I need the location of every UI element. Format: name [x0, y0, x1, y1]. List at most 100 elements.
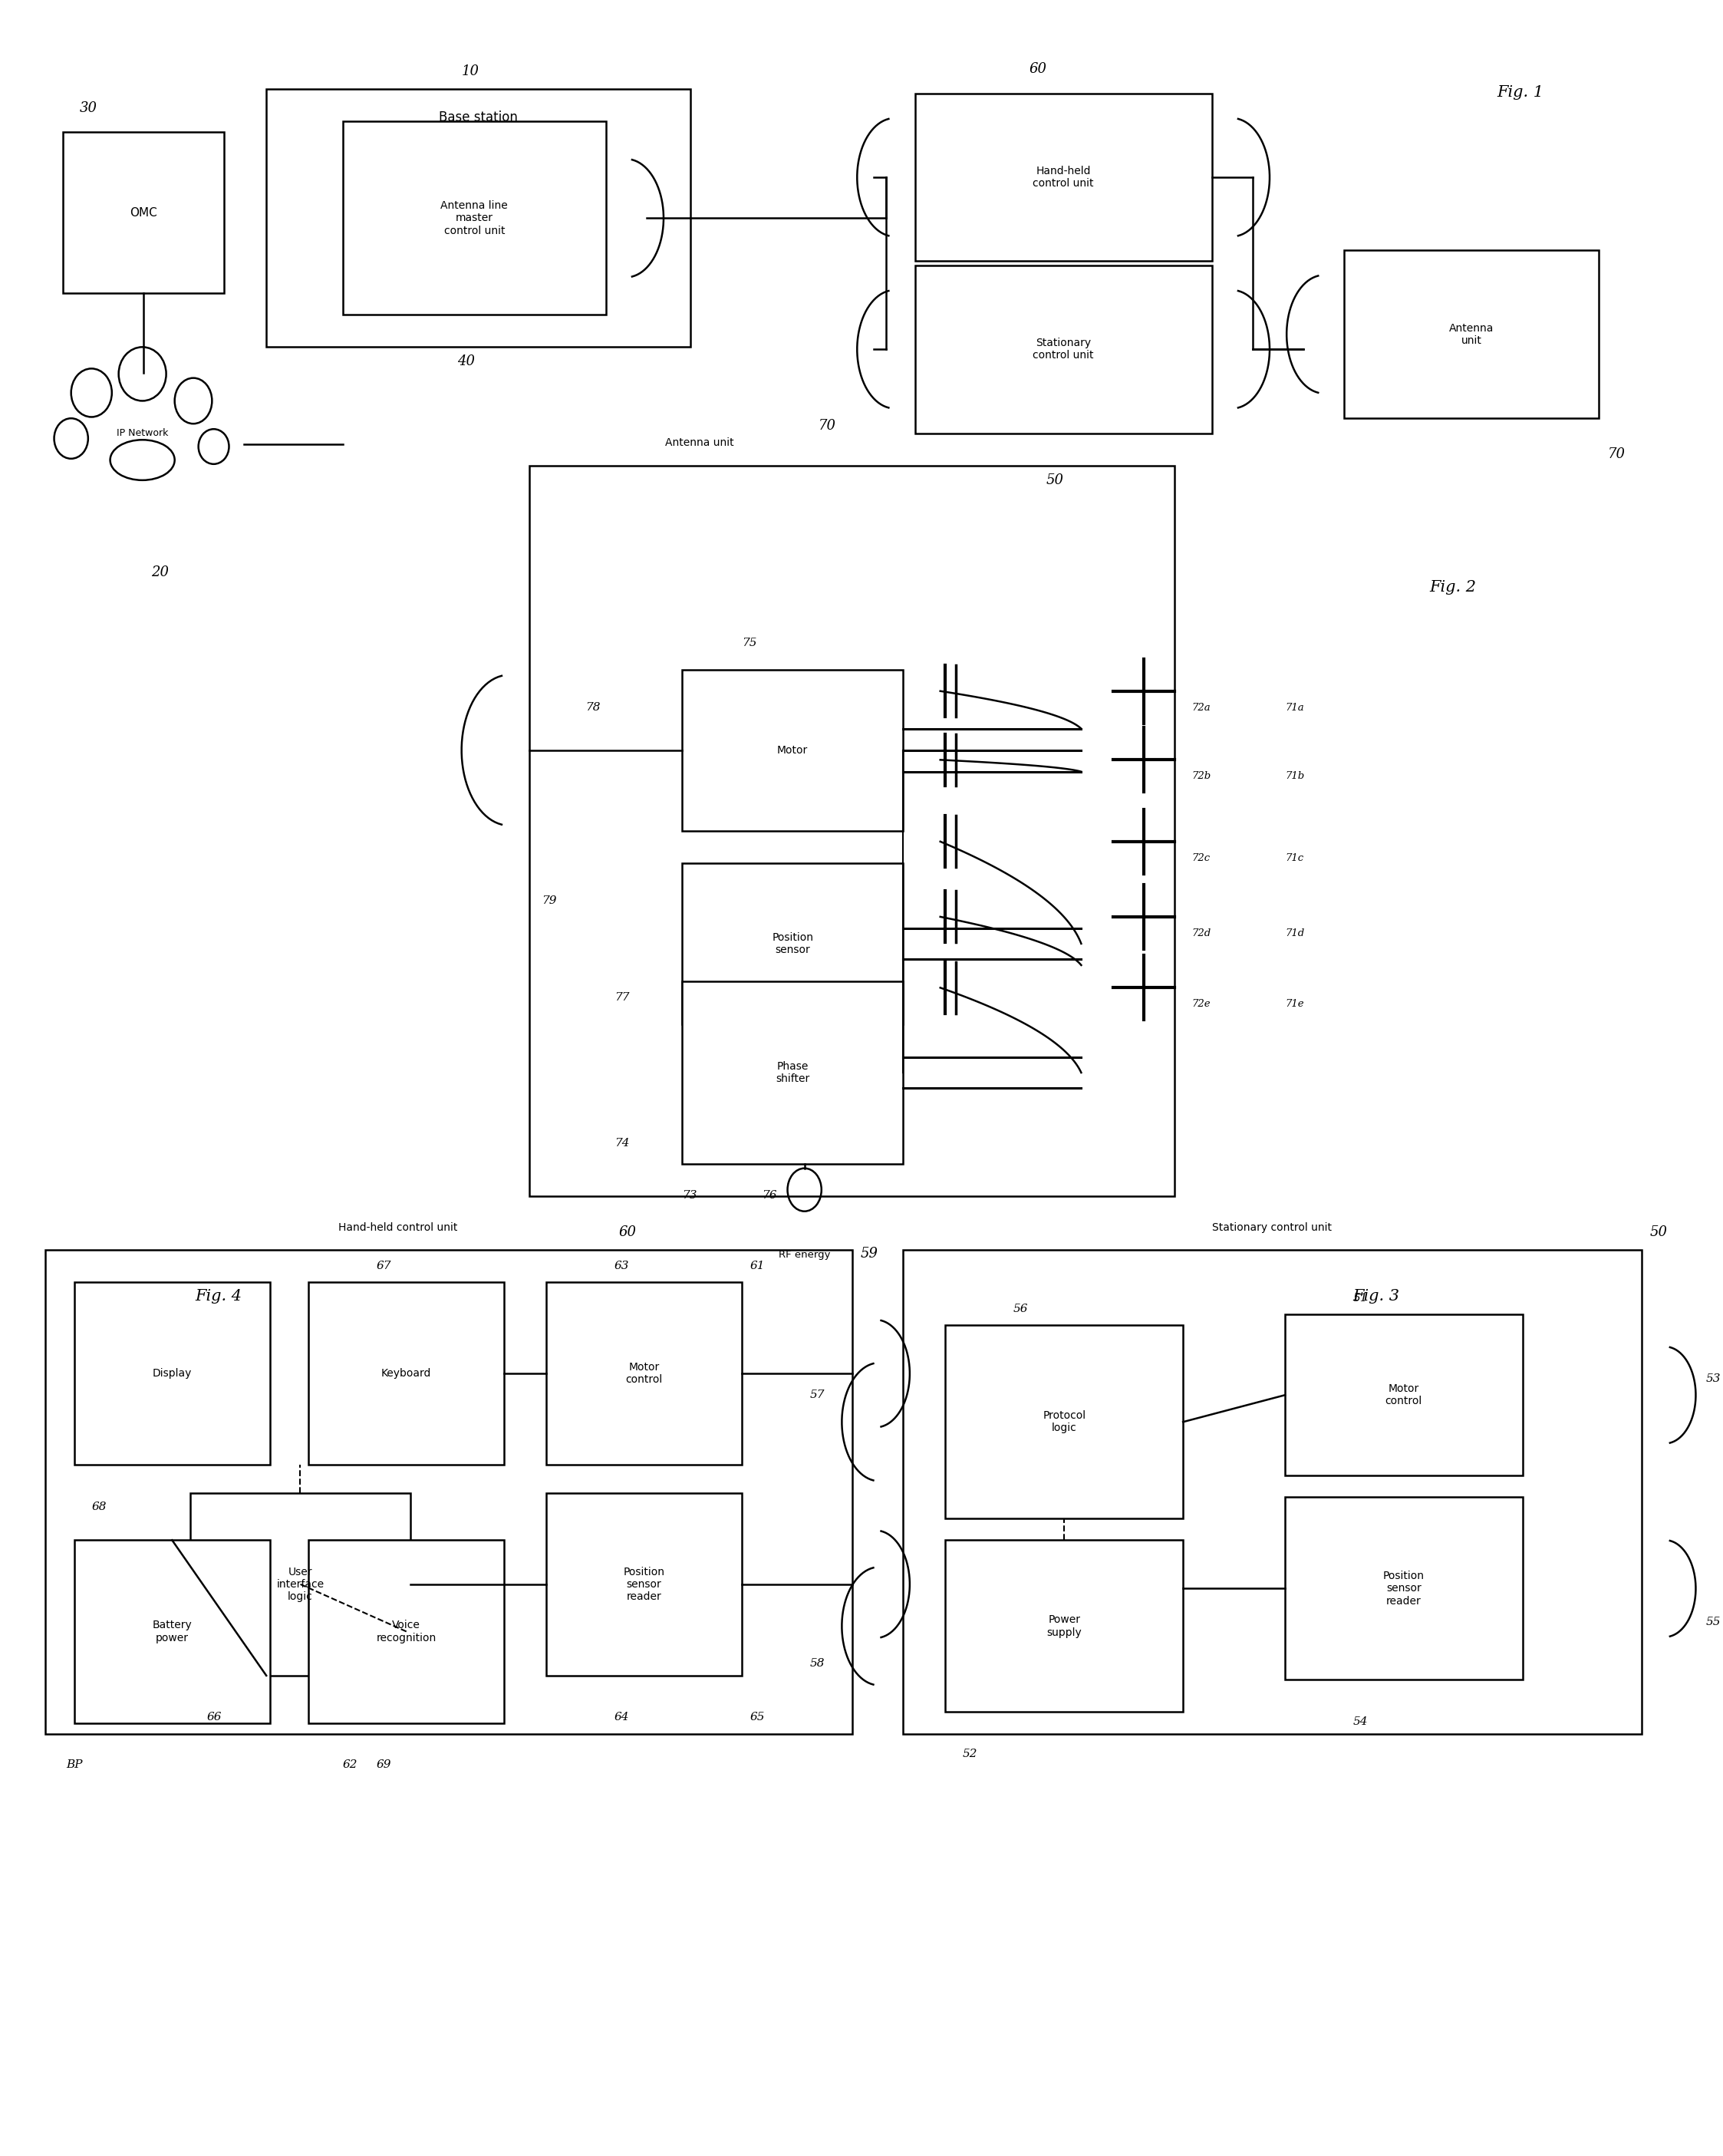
Text: 69: 69: [377, 1759, 391, 1770]
Text: Antenna unit: Antenna unit: [665, 438, 734, 448]
Text: 59: 59: [860, 1246, 879, 1261]
Text: Position
sensor
reader: Position sensor reader: [1384, 1572, 1425, 1606]
Text: 71c: 71c: [1285, 854, 1303, 862]
Text: Protocol
logic: Protocol logic: [1042, 1410, 1085, 1434]
Text: 78: 78: [586, 703, 600, 714]
Text: 72a: 72a: [1192, 703, 1211, 714]
Bar: [546, 1492, 741, 1675]
Ellipse shape: [174, 377, 212, 425]
Text: 67: 67: [377, 1261, 391, 1272]
Bar: [308, 1539, 505, 1723]
Text: Antenna line
master
control unit: Antenna line master control unit: [441, 201, 508, 235]
Text: Phase
shifter: Phase shifter: [775, 1061, 810, 1084]
Text: 60: 60: [1029, 63, 1048, 75]
Bar: [74, 1283, 271, 1464]
Bar: [1344, 250, 1599, 418]
Text: Fig. 2: Fig. 2: [1428, 580, 1477, 595]
Ellipse shape: [53, 418, 88, 459]
Text: Position
sensor
reader: Position sensor reader: [624, 1567, 665, 1602]
Text: 50: 50: [1046, 472, 1065, 487]
Text: Battery
power: Battery power: [152, 1619, 191, 1643]
Ellipse shape: [119, 347, 165, 401]
Text: 72e: 72e: [1192, 998, 1211, 1009]
Text: 40: 40: [457, 356, 476, 369]
Text: 71a: 71a: [1285, 703, 1304, 714]
Text: 63: 63: [615, 1261, 629, 1272]
Bar: [682, 671, 903, 830]
Bar: [529, 466, 1175, 1197]
Text: 30: 30: [79, 101, 96, 114]
Bar: [1285, 1315, 1523, 1475]
Bar: [74, 1539, 271, 1723]
Bar: [915, 265, 1211, 433]
Text: 53: 53: [1706, 1373, 1721, 1384]
Bar: [190, 1492, 410, 1675]
Text: Hand-held control unit: Hand-held control unit: [338, 1222, 458, 1233]
Ellipse shape: [71, 369, 112, 416]
Text: 66: 66: [207, 1712, 222, 1723]
Text: 72b: 72b: [1192, 772, 1211, 780]
Text: 73: 73: [682, 1190, 698, 1201]
Text: 71b: 71b: [1285, 772, 1304, 780]
Text: BP: BP: [65, 1759, 83, 1770]
Text: Power
supply: Power supply: [1046, 1615, 1082, 1639]
Text: 70: 70: [818, 418, 836, 433]
Text: 20: 20: [152, 565, 169, 580]
Bar: [915, 93, 1211, 261]
Text: 74: 74: [615, 1138, 629, 1149]
Text: 71d: 71d: [1285, 929, 1304, 938]
Text: 68: 68: [91, 1501, 107, 1511]
Text: 70: 70: [1608, 446, 1625, 461]
Bar: [308, 1283, 505, 1464]
Bar: [946, 1539, 1184, 1712]
Bar: [1285, 1496, 1523, 1680]
Text: 51: 51: [1353, 1294, 1368, 1304]
Text: 60: 60: [619, 1225, 636, 1240]
Text: 50: 50: [1651, 1225, 1668, 1240]
Text: 61: 61: [750, 1261, 765, 1272]
Text: Hand-held
control unit: Hand-held control unit: [1032, 166, 1094, 190]
Text: User
interface
logic: User interface logic: [276, 1567, 324, 1602]
Bar: [62, 132, 224, 293]
Text: 64: 64: [615, 1712, 629, 1723]
Text: Display: Display: [152, 1369, 191, 1380]
Text: 52: 52: [963, 1749, 977, 1759]
Text: Fig. 3: Fig. 3: [1353, 1289, 1399, 1304]
Text: 10: 10: [462, 65, 479, 78]
Text: IP Network: IP Network: [117, 429, 169, 438]
Text: 62: 62: [343, 1759, 358, 1770]
Text: Antenna
unit: Antenna unit: [1449, 323, 1494, 345]
Text: Motor
control: Motor control: [625, 1363, 663, 1384]
Text: 75: 75: [741, 638, 756, 649]
Bar: [682, 981, 903, 1164]
Bar: [546, 1283, 741, 1464]
Text: 71e: 71e: [1285, 998, 1304, 1009]
Text: 57: 57: [810, 1391, 825, 1401]
Bar: [903, 1250, 1642, 1733]
Text: 72c: 72c: [1192, 854, 1210, 862]
Text: 79: 79: [541, 895, 557, 906]
Text: Stationary
control unit: Stationary control unit: [1032, 338, 1094, 360]
Text: Fig. 1: Fig. 1: [1497, 86, 1544, 99]
Text: Stationary control unit: Stationary control unit: [1213, 1222, 1332, 1233]
Bar: [267, 88, 691, 347]
Bar: [946, 1326, 1184, 1518]
Text: Base station: Base station: [439, 110, 519, 125]
Text: Fig. 4: Fig. 4: [195, 1289, 241, 1304]
Text: 76: 76: [762, 1190, 777, 1201]
Text: 55: 55: [1706, 1617, 1721, 1628]
Text: 56: 56: [1013, 1304, 1029, 1315]
Text: 72d: 72d: [1192, 929, 1211, 938]
Text: Position
sensor: Position sensor: [772, 931, 813, 955]
Bar: [45, 1250, 851, 1733]
Text: 65: 65: [750, 1712, 765, 1723]
Text: Voice
recognition: Voice recognition: [376, 1619, 436, 1643]
Text: Keyboard: Keyboard: [381, 1369, 431, 1380]
Text: RF energy: RF energy: [779, 1250, 830, 1259]
Text: 58: 58: [810, 1658, 825, 1669]
Text: Motor: Motor: [777, 744, 808, 755]
Text: 77: 77: [615, 992, 629, 1003]
Text: Motor
control: Motor control: [1385, 1384, 1421, 1406]
Ellipse shape: [198, 429, 229, 464]
Ellipse shape: [110, 440, 174, 481]
